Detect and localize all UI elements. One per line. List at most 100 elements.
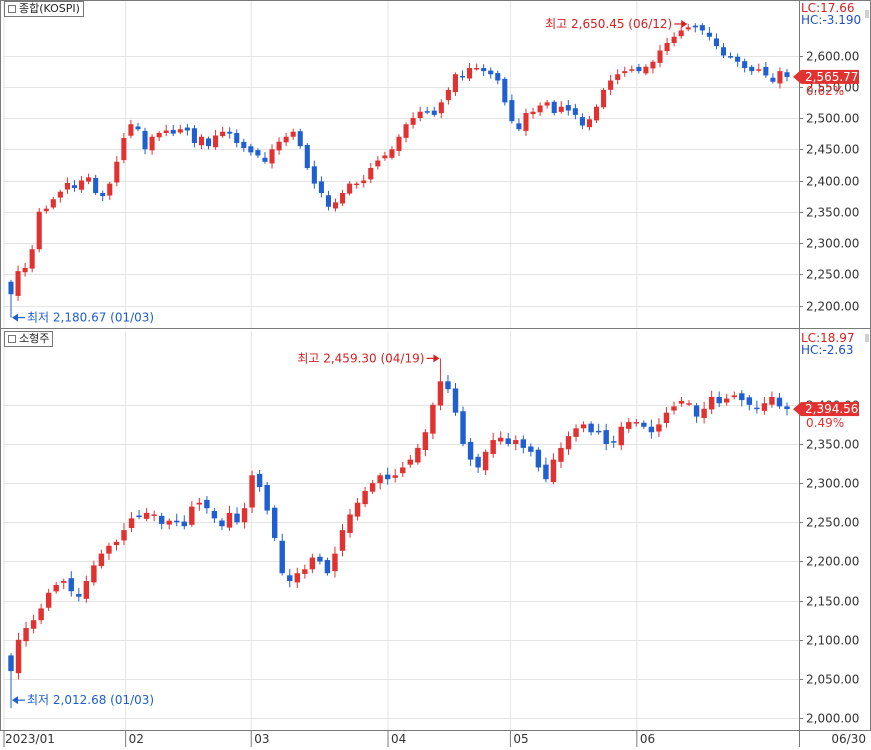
candle-body (657, 50, 663, 63)
candle-body (375, 160, 381, 167)
candle-body (417, 111, 423, 118)
candle-body (220, 131, 226, 137)
small-cap-panel-title[interactable]: 소형주 (4, 331, 54, 347)
candle-body (502, 78, 508, 103)
candles-group (8, 23, 790, 318)
candle-body (693, 405, 700, 417)
candle-body (354, 502, 361, 517)
change-pct-label: 0.62% (806, 84, 844, 98)
candle-body (671, 406, 677, 411)
candle-body (664, 43, 670, 52)
candle-body (61, 581, 67, 583)
candle-body (227, 131, 233, 134)
low-note-label: 최저 2,180.67 (01/03) (27, 311, 154, 325)
y-tick-label: 2,150.00 (806, 595, 859, 609)
candle-body (64, 183, 70, 190)
candle-body (392, 475, 398, 478)
candle-body (543, 464, 549, 480)
candle-body (23, 628, 29, 642)
y-tick-label: 2,050.00 (806, 673, 859, 687)
x-tick-label: 06 (640, 732, 655, 746)
candle-body (107, 183, 113, 196)
candle-body (113, 541, 120, 546)
candle-body (38, 608, 44, 621)
candle-body (269, 149, 275, 164)
candle-body (565, 105, 571, 111)
candle-body (530, 111, 536, 115)
candle-body (586, 119, 593, 128)
panel-scroll-nub (865, 334, 869, 342)
candle-body (135, 126, 141, 130)
candle-body (407, 459, 414, 465)
panel-checkbox-icon[interactable] (8, 5, 16, 13)
candle-body (204, 499, 210, 509)
candle-body (324, 560, 331, 574)
y-tick-label: 2,200.00 (806, 555, 859, 569)
candle-body (389, 149, 395, 158)
candle-body (249, 475, 255, 508)
candle-body (643, 66, 649, 74)
candle-body (302, 569, 308, 574)
candle-body (777, 71, 783, 84)
last-price-pointer (793, 402, 801, 417)
last-price-label: 2,394.56 (805, 402, 858, 416)
candle-body (459, 75, 466, 78)
candle-body (481, 68, 487, 72)
candle-body (761, 403, 768, 411)
kospi-panel-title[interactable]: 종합(KOSPI) (4, 1, 84, 17)
candle-body (550, 459, 557, 483)
candle-body (8, 281, 14, 295)
y-tick-label: 2,300.00 (806, 477, 859, 491)
candle-body (488, 70, 494, 75)
candle-body (234, 133, 240, 143)
candle-body (339, 530, 346, 551)
candle-body (678, 30, 684, 37)
candle-body (297, 131, 303, 147)
candle-body (317, 556, 323, 562)
y-tick-label: 2,400.00 (806, 175, 859, 189)
candle-body (686, 403, 692, 405)
candle-body (100, 193, 106, 197)
candle-body (422, 432, 429, 451)
candle-body (174, 520, 180, 523)
candle-body (403, 124, 409, 138)
candle-body (71, 185, 78, 188)
candle-body (279, 540, 285, 574)
candle-body (287, 575, 293, 582)
last-price-pointer (793, 69, 801, 84)
candle-body (467, 441, 474, 460)
candle-body (332, 553, 338, 572)
high-arrow-head (433, 354, 440, 363)
candle-body (663, 412, 670, 423)
candle-body (234, 513, 240, 523)
candle-body (595, 430, 602, 433)
candle-body (565, 436, 572, 450)
lc-label: LC:17.66 (801, 1, 854, 15)
x-tick-label: 2023/01 (5, 732, 55, 746)
x-tick-label: 02 (129, 732, 144, 746)
candle-body (156, 133, 162, 138)
candle-body (629, 69, 635, 71)
candle-body (276, 141, 282, 151)
candle-body (520, 439, 527, 448)
candle-body (516, 123, 522, 130)
candle-body (15, 639, 22, 674)
candle-body (754, 407, 760, 410)
candle-body (290, 131, 296, 137)
candle-body (601, 89, 607, 108)
candle-body (170, 129, 176, 134)
candle-body (136, 515, 142, 518)
candle-body (309, 557, 316, 570)
candle-body (671, 36, 677, 43)
candle-body (685, 27, 691, 30)
panel-checkbox-icon[interactable] (8, 335, 16, 343)
candle-body (495, 73, 501, 81)
x-tick-label: 03 (254, 732, 269, 746)
candle-body (128, 518, 135, 529)
candle-body (294, 573, 301, 583)
candle-body (219, 520, 225, 527)
candle-body (572, 108, 578, 115)
candle-body (537, 105, 543, 113)
